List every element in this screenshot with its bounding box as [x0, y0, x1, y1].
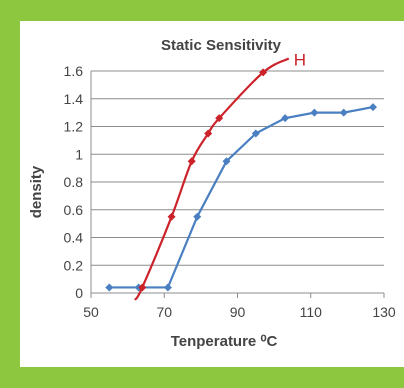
data-point: [105, 283, 114, 292]
series-h: H: [134, 51, 306, 301]
series-line: [134, 57, 290, 301]
data-point: [138, 283, 147, 292]
y-tick-label: 0: [75, 285, 83, 301]
y-tick-label: 1.2: [64, 119, 84, 135]
x-tick-label: 50: [83, 304, 99, 320]
data-point: [222, 157, 231, 166]
x-axis-label: Tenperature ⁰C: [171, 333, 278, 350]
y-tick-label: 0.4: [64, 230, 84, 246]
y-tick-label: 1.4: [64, 91, 84, 107]
data-point: [281, 114, 290, 123]
data-point: [369, 103, 378, 112]
series-unnamed: [105, 103, 378, 292]
data-point: [193, 212, 202, 221]
y-tick-label: 0.8: [64, 174, 84, 190]
data-point: [215, 114, 224, 123]
x-tick-label: 70: [156, 304, 172, 320]
x-tick-label: 110: [300, 304, 323, 320]
data-point: [163, 283, 172, 292]
y-tick-label: 0.2: [64, 257, 84, 273]
data-point: [167, 212, 176, 221]
axes: [90, 71, 385, 298]
chart-panel: 0 0.2 0.4 0.6 0.8 1 1.2 1.4 1.6 50 70 90 110 130 H St…: [20, 21, 404, 367]
data-point: [310, 108, 319, 117]
data-point: [204, 129, 213, 138]
data-point: [187, 157, 196, 166]
data-point: [259, 68, 268, 77]
series-label: H: [294, 51, 306, 70]
line-chart: 0 0.2 0.4 0.6 0.8 1 1.2 1.4 1.6 50 70 90 110 130 H St…: [28, 37, 396, 350]
series-line: [109, 105, 374, 289]
grid-lines: [91, 70, 384, 266]
series-group: H: [105, 51, 378, 301]
data-point: [339, 108, 348, 117]
y-axis-label: density: [28, 165, 45, 218]
y-tick-label: 1: [75, 146, 83, 162]
chart-title: Static Sensitivity: [161, 37, 282, 54]
y-tick-label: 0.6: [64, 202, 84, 218]
y-tick-label: 1.6: [64, 63, 84, 79]
tick-labels: 0 0.2 0.4 0.6 0.8 1 1.2 1.4 1.6 50 70 90 110 130: [64, 63, 396, 320]
x-tick-label: 90: [230, 304, 246, 320]
data-point: [251, 129, 260, 138]
x-tick-label: 130: [372, 304, 396, 320]
